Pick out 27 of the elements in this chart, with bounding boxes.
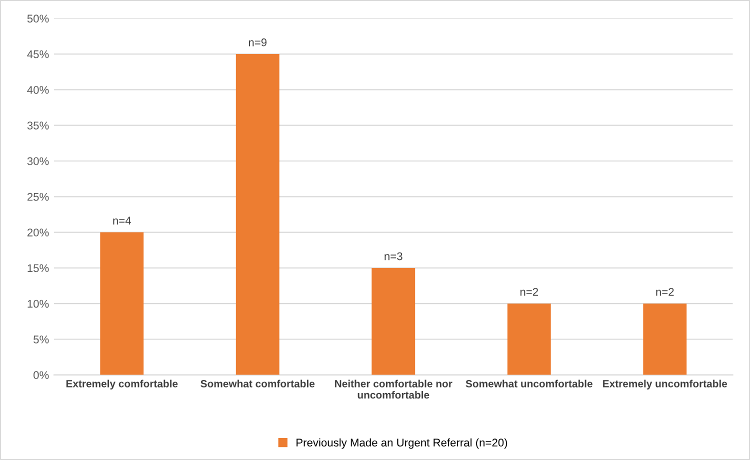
y-tick-label: 35% — [27, 122, 49, 130]
annotation: n=2 — [656, 288, 674, 296]
x-tick-label: Neither comfortable nor uncomfortable — [335, 380, 452, 399]
bar — [643, 304, 687, 375]
y-tick-label: 20% — [27, 228, 49, 236]
y-tick-label: 15% — [28, 264, 49, 272]
x-tick-label: Extremely comfortable — [66, 380, 178, 390]
y-tick-label: 50% — [27, 14, 49, 23]
y-tick-label: 5% — [34, 336, 49, 344]
y-tick-label: 0% — [34, 371, 49, 380]
bar — [372, 268, 416, 375]
y-tick-label: 25% — [27, 192, 49, 201]
bar — [507, 304, 551, 375]
y-tick-label: 10% — [28, 300, 49, 308]
x-tick-label: Somewhat comfortable — [200, 380, 315, 388]
x-tick-label: Extremely uncomfortable — [603, 380, 728, 390]
annotation: n=2 — [520, 288, 538, 296]
annotation: n=9 — [248, 38, 267, 46]
annotation: n=3 — [384, 252, 402, 260]
y-tick-label: 40% — [27, 86, 49, 94]
legend-label: Previously Made an Urgent Referral (n=20) — [296, 438, 508, 449]
annotation: n=4 — [113, 216, 131, 224]
y-tick-label: 45% — [27, 50, 49, 58]
y-tick-label: 30% — [27, 157, 49, 166]
bar — [236, 54, 280, 375]
bar — [100, 232, 144, 375]
x-tick-label: Somewhat uncomfortable — [466, 380, 592, 388]
